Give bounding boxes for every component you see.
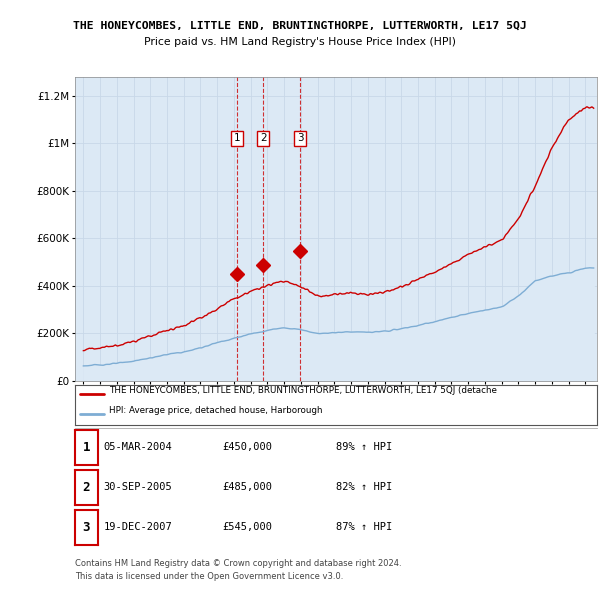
Text: Price paid vs. HM Land Registry's House Price Index (HPI): Price paid vs. HM Land Registry's House … bbox=[144, 37, 456, 47]
Text: 89% ↑ HPI: 89% ↑ HPI bbox=[336, 442, 392, 452]
Text: THE HONEYCOMBES, LITTLE END, BRUNTINGTHORPE, LUTTERWORTH, LE17 5QJ: THE HONEYCOMBES, LITTLE END, BRUNTINGTHO… bbox=[73, 21, 527, 31]
Text: 2: 2 bbox=[83, 481, 90, 494]
Text: THE HONEYCOMBES, LITTLE END, BRUNTINGTHORPE, LUTTERWORTH, LE17 5QJ (detache: THE HONEYCOMBES, LITTLE END, BRUNTINGTHO… bbox=[109, 386, 497, 395]
Text: This data is licensed under the Open Government Licence v3.0.: This data is licensed under the Open Gov… bbox=[75, 572, 343, 581]
Text: £450,000: £450,000 bbox=[222, 442, 272, 452]
Text: Contains HM Land Registry data © Crown copyright and database right 2024.: Contains HM Land Registry data © Crown c… bbox=[75, 559, 401, 568]
Text: 87% ↑ HPI: 87% ↑ HPI bbox=[336, 523, 392, 532]
Text: HPI: Average price, detached house, Harborough: HPI: Average price, detached house, Harb… bbox=[109, 406, 322, 415]
Text: 1: 1 bbox=[83, 441, 90, 454]
Text: £545,000: £545,000 bbox=[222, 523, 272, 532]
Text: 82% ↑ HPI: 82% ↑ HPI bbox=[336, 483, 392, 492]
Text: 30-SEP-2005: 30-SEP-2005 bbox=[104, 483, 173, 492]
Text: 19-DEC-2007: 19-DEC-2007 bbox=[104, 523, 173, 532]
Text: 3: 3 bbox=[297, 133, 304, 143]
Text: 3: 3 bbox=[83, 521, 90, 534]
Text: £485,000: £485,000 bbox=[222, 483, 272, 492]
Text: 05-MAR-2004: 05-MAR-2004 bbox=[104, 442, 173, 452]
Text: 1: 1 bbox=[233, 133, 240, 143]
Text: 2: 2 bbox=[260, 133, 266, 143]
